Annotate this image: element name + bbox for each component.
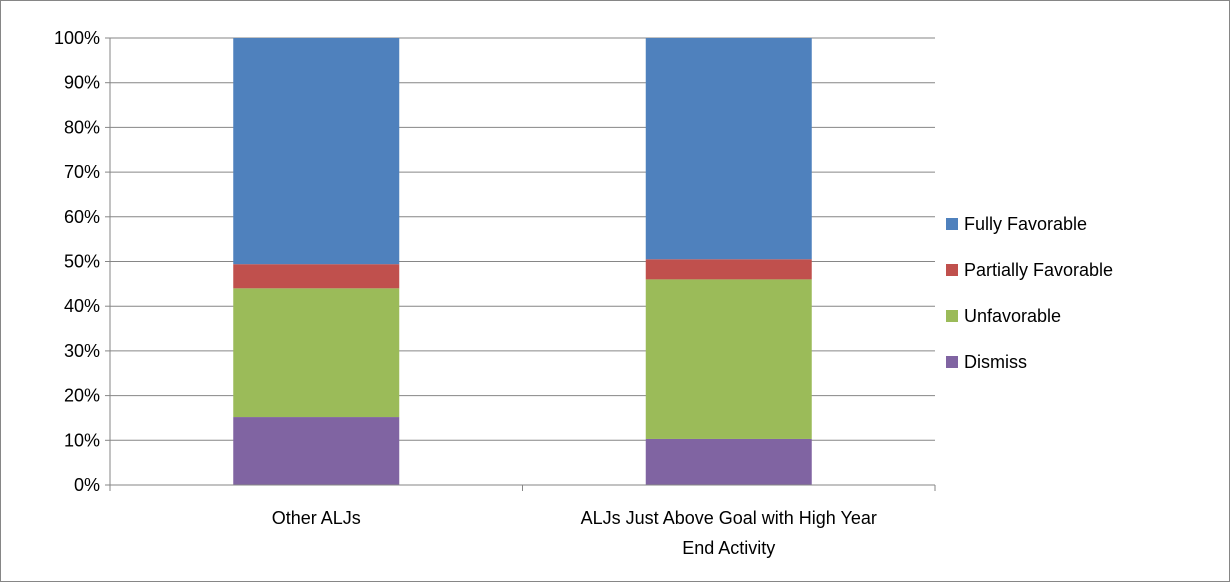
y-tick-label: 10%	[64, 430, 100, 450]
y-tick-label: 50%	[64, 252, 100, 272]
y-tick-label: 90%	[64, 73, 100, 93]
bar-segment-fully-favorable	[645, 38, 812, 260]
legend-label-unfavorable: Unfavorable	[964, 306, 1061, 326]
legend-swatch-fully-favorable	[946, 218, 958, 230]
bar-segment-partially-favorable	[645, 259, 812, 280]
legend-label-fully-favorable: Fully Favorable	[964, 214, 1087, 234]
bar-segment-fully-favorable	[233, 38, 400, 265]
bar-segment-partially-favorable	[233, 264, 400, 289]
y-tick-label: 40%	[64, 296, 100, 316]
legend-swatch-unfavorable	[946, 310, 958, 322]
x-category-label: Other ALJs	[272, 508, 361, 528]
y-tick-label: 60%	[64, 207, 100, 227]
y-tick-label: 20%	[64, 386, 100, 406]
legend-swatch-partially-favorable	[946, 264, 958, 276]
bar-segment-dismiss	[645, 438, 812, 485]
bars	[233, 38, 812, 485]
legend-label-partially-favorable: Partially Favorable	[964, 260, 1113, 280]
y-axis-tick-labels: 0% 10% 20% 30% 40% 50% 60% 70% 80% 90% 100%	[54, 28, 100, 495]
y-tick-label: 70%	[64, 162, 100, 182]
x-category-label: ALJs Just Above Goal with High Year End A…	[581, 508, 877, 558]
y-tick-label: 30%	[64, 341, 100, 361]
legend: Fully Favorable Partially Favorable Unfavo…	[946, 214, 1113, 372]
legend-swatch-dismiss	[946, 356, 958, 368]
y-tick-label: 80%	[64, 117, 100, 137]
bar-segment-unfavorable	[233, 288, 400, 418]
y-tick-label: 0%	[74, 475, 100, 495]
bar-segment-unfavorable	[645, 279, 812, 439]
legend-label-dismiss: Dismiss	[964, 352, 1027, 372]
x-axis-category-labels: Other ALJs ALJs Just Above Goal with High…	[272, 508, 877, 558]
y-tick-label: 100%	[54, 28, 100, 48]
axes	[109, 38, 936, 491]
bar-segment-dismiss	[233, 417, 400, 485]
